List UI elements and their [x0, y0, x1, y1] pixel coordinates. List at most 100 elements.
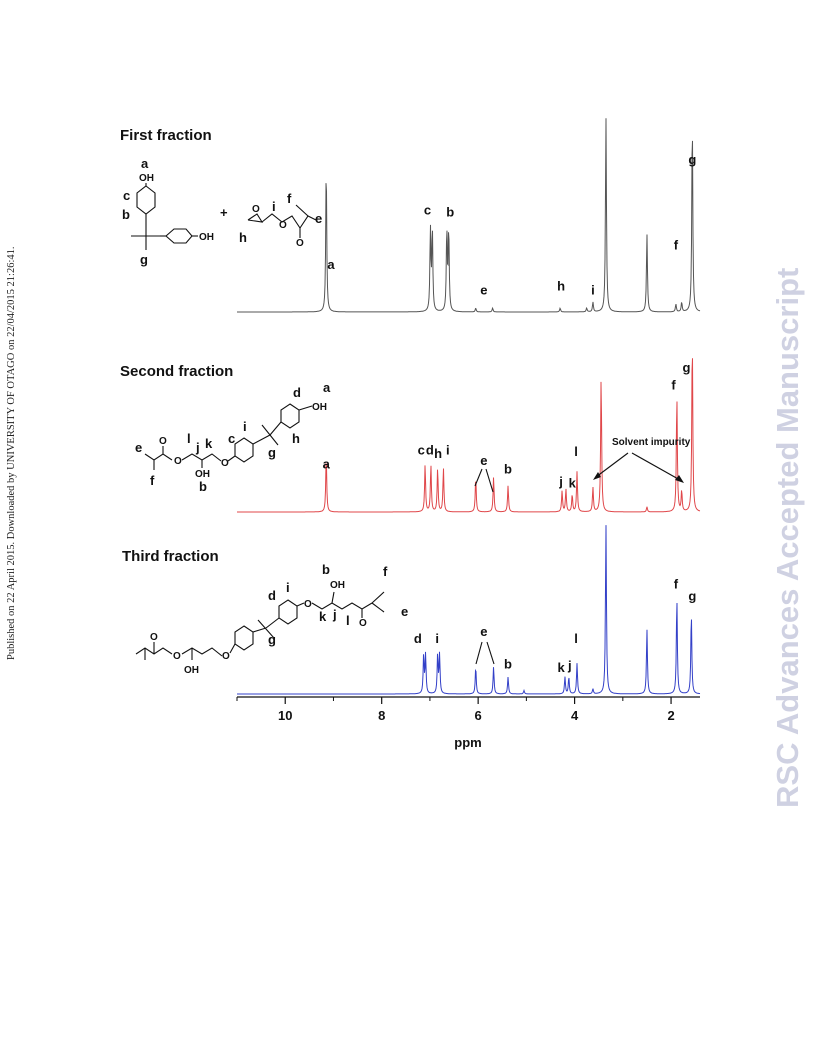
svg-text:O: O — [222, 651, 230, 662]
peak-label-3-b: b — [504, 657, 512, 672]
s3-label-c: c — [228, 431, 235, 446]
e-arrow-2a — [474, 468, 483, 487]
s4-label-g: g — [268, 632, 276, 647]
peak-label-3-j: j — [567, 658, 572, 673]
s4-label-f: f — [383, 564, 388, 579]
peak-label-1-h: h — [557, 279, 565, 294]
struct1-oh2: OH — [199, 232, 214, 243]
s3-label-l: l — [187, 431, 191, 446]
x-axis: 10 8 6 4 2 ppm — [236, 696, 700, 750]
peak-label-2-i: i — [446, 442, 450, 457]
solvent-arrow-left — [595, 452, 629, 478]
s4-label-e: e — [401, 604, 408, 619]
svg-text:O: O — [221, 458, 229, 469]
svg-text:O: O — [174, 456, 182, 467]
plus-sign: + — [220, 205, 228, 220]
struct1-ring1 — [136, 185, 156, 215]
structure-glycidyl-methacrylate: + O O O i f e h — [220, 191, 322, 249]
struct2-label-f: f — [287, 191, 292, 206]
peak-label-2-a: a — [323, 456, 331, 471]
s3-label-d: d — [293, 385, 301, 400]
s4-label-b: b — [322, 562, 330, 577]
solvent-impurity-annotation: Solvent impurity — [593, 437, 691, 483]
spectrum-trace-1 — [237, 118, 701, 313]
peak-label-3-l: l — [574, 631, 578, 646]
struct1-label-c: c — [123, 188, 130, 203]
peak-label-3-f: f — [674, 577, 679, 592]
s4-label-k: k — [319, 609, 327, 624]
svg-text:O: O — [279, 220, 287, 231]
s3-label-j: j — [195, 440, 200, 455]
struct2-label-e: e — [315, 211, 322, 226]
structure-third-fraction: b f OH O e k j l O d i g O OH O O — [135, 562, 408, 676]
e-arrow-3a — [475, 641, 483, 665]
svg-text:O: O — [173, 651, 181, 662]
peak-label-1-g: g — [688, 152, 696, 167]
peak-label-2-g: g — [683, 360, 691, 375]
s3-label-g: g — [268, 445, 276, 460]
struct2-label-i: i — [272, 199, 276, 214]
peak-label-2-j: j — [558, 474, 563, 489]
s3-label-e: e — [135, 440, 142, 455]
s3-label-f: f — [150, 473, 155, 488]
peak-label-1-f: f — [674, 238, 679, 253]
s4-oh-top: OH — [330, 580, 345, 591]
s3-ring-top — [280, 403, 300, 429]
e-arrow-2b — [485, 468, 494, 493]
peak-label-1-c: c — [424, 203, 431, 218]
svg-text:O: O — [296, 238, 304, 249]
svg-text:O: O — [252, 204, 260, 215]
s3-ring-bottom — [234, 437, 254, 463]
s4-label-d: d — [268, 588, 276, 603]
spectrum-trace-2 — [237, 358, 701, 513]
spectrum-title-first: First fraction — [120, 127, 212, 144]
x-tick-label: 8 — [378, 708, 385, 723]
peak-label-2-f: f — [671, 378, 676, 393]
s4-ring-bottom — [234, 625, 254, 651]
peak-label-2-e: e — [480, 453, 487, 468]
struct1-ring2 — [165, 228, 193, 244]
x-tick-label: 4 — [571, 708, 579, 723]
struct2-label-h: h — [239, 230, 247, 245]
struct1-label-g: g — [140, 252, 148, 267]
peak-label-1-a: a — [327, 257, 335, 272]
struct2-epoxide — [247, 213, 264, 223]
s3-oh-chain: OH — [195, 469, 210, 480]
s4-ring-top — [278, 599, 298, 625]
x-tick-label: 6 — [475, 708, 482, 723]
peak-label-2-k: k — [569, 476, 577, 491]
spectrum-title-third: Third fraction — [122, 548, 219, 565]
struct1-label-a: a — [141, 156, 149, 171]
spectrum-title-second: Second fraction — [120, 363, 233, 380]
peak-label-3-e: e — [480, 624, 487, 639]
spectrum-trace-3 — [237, 525, 701, 695]
x-axis-title: ppm — [454, 735, 481, 750]
solvent-arrow-right — [631, 452, 681, 481]
peak-label-1-b: b — [446, 204, 454, 219]
peak-label-2-l: l — [574, 444, 578, 459]
x-tick-label: 2 — [667, 708, 674, 723]
s3-label-a: a — [323, 380, 331, 395]
x-axis-ticks: 10 8 6 4 2 — [236, 697, 675, 723]
peak-label-2-h: h — [434, 446, 442, 461]
s3-label-h: h — [292, 431, 300, 446]
struct1-oh: OH — [139, 173, 154, 184]
svg-text:O: O — [359, 618, 367, 629]
s3-label-k: k — [205, 436, 213, 451]
peak-label-3-i: i — [435, 631, 439, 646]
peak-label-3-d: d — [414, 631, 422, 646]
peak-label-2-b: b — [504, 462, 512, 477]
s4-label-i: i — [286, 580, 290, 595]
peak-label-1-e: e — [480, 282, 487, 297]
struct1-label-b: b — [122, 207, 130, 222]
s4-oh-bottom: OH — [184, 665, 199, 676]
x-tick-label: 10 — [278, 708, 292, 723]
solvent-arrowhead-right — [675, 475, 684, 483]
s3-label-i: i — [243, 419, 247, 434]
peak-label-1-i: i — [591, 282, 595, 297]
structure-second-fraction: d a OH h i c g O OH b l j k O O e f — [135, 380, 331, 494]
s3-oh: OH — [312, 402, 327, 413]
solvent-impurity-label: Solvent impurity — [612, 437, 691, 448]
